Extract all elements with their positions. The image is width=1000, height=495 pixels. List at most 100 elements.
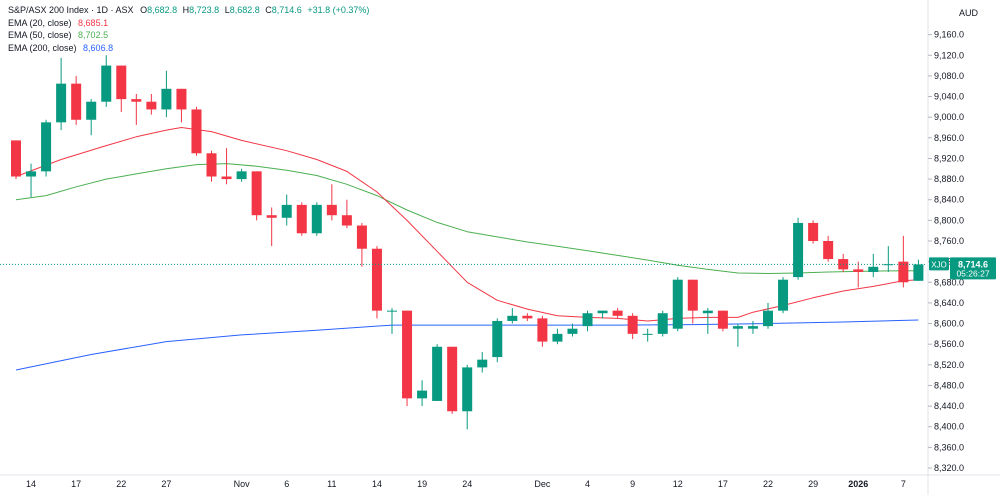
candle-down [838,253,849,272]
candle-down [131,93,142,125]
candle-body [747,326,758,329]
price-tick-label: 8,600.0 [934,319,964,329]
candle-body [41,122,52,172]
countdown-value: 05:26:27 [956,268,989,278]
candle-body [702,310,713,314]
price-tick-label: 9,120.0 [934,50,964,60]
candle-body [341,215,352,226]
candle-up [552,328,563,345]
candle-down [537,315,548,347]
date-tick-label: 12 [673,479,683,489]
currency-label[interactable]: AUD [958,8,978,18]
candle-body [356,225,367,249]
candle-down [116,65,127,113]
candle-down [402,310,413,407]
date-tick-label: 22 [116,479,126,489]
candle-body [71,83,82,120]
candle-body [717,310,728,329]
date-tick-label: Dec [534,479,551,489]
candle-body [537,318,548,342]
price-tick-label: 8,800.0 [934,215,964,225]
candle-body [432,346,443,401]
last-price-tag: XJO 8,714.605:26:27 [0,257,996,280]
candle-down [266,207,277,247]
price-tag-bg [950,257,996,280]
candle-body [191,109,202,154]
candle-down [11,140,21,180]
candle-body [11,140,21,177]
date-tick-label: 9 [630,479,635,489]
candle-down [823,235,834,262]
candle-up [732,323,743,347]
candle-body [627,315,638,334]
candle-up [657,310,668,337]
price-tick-label: 9,000.0 [934,112,964,122]
candle-body [913,264,924,281]
candle-down [221,148,232,185]
high-key: H [182,5,190,15]
candle-down [808,220,819,244]
candle-up [883,246,894,272]
indicator-ema200[interactable]: EMA (200, close) 8,606.8 [8,42,372,55]
candle-body [161,88,172,110]
candle-body [326,204,337,216]
indicator-ema50[interactable]: EMA (50, close) 8,702.5 [8,29,372,42]
price-axis: 9,160.0 9,120.0 9,080.0 9,040.0 9,000.0 8,960… [928,30,964,473]
candle-body [732,326,743,329]
price-tick-label: 8,320.0 [934,463,964,473]
price-tick-label: 8,680.0 [934,277,964,287]
candle-up [913,259,924,281]
candle-body [763,310,773,327]
date-tick-label: 4 [585,479,590,489]
candle-down [627,313,638,340]
candle-body [251,171,262,216]
candle-body [687,279,698,311]
indicator-label: EMA (20, close) [8,17,72,28]
candle-up [477,351,488,373]
candle-up [432,344,443,401]
candle-body [402,310,413,399]
candle-down [71,75,82,125]
candle-body [552,333,563,342]
indicator-ema20[interactable]: EMA (20, close) 8,685.1 [8,17,372,30]
candle-body [853,269,864,272]
candle-body [221,176,232,180]
date-tick-label: Nov [234,479,251,489]
candle-down [326,184,337,221]
symbol-title[interactable]: S&P/ASX 200 Index · 1D · ASX [8,5,134,15]
date-tick-label: 22 [763,479,773,489]
low-key: L [224,5,230,15]
candle-body [131,99,142,102]
candle-down [251,171,262,221]
candle-down [687,279,698,324]
price-tick-label: 8,840.0 [934,195,964,205]
candle-body [417,390,428,399]
candle-body [176,88,187,110]
ohlc-values: O8,682.8 H8,723.8 L8,682.8 C8,714.6 +31.… [140,5,372,15]
close-value: 8,714.6 [271,5,302,15]
ema200-line [15,319,919,371]
candle-up [41,119,52,177]
date-tick-label: 24 [462,479,472,489]
candle-down [191,106,202,156]
price-tick-label: 8,720.0 [934,257,964,267]
candle-up [642,328,653,342]
candle-body [146,101,157,110]
date-tick-label: 6 [284,479,289,489]
candle-up [672,277,683,332]
indicator-label: EMA (50, close) [8,30,72,40]
date-tick-label: 11 [327,479,336,489]
candle-body [116,65,127,100]
candle-body [86,101,97,120]
candle-body [56,83,67,123]
price-tick-label: 8,400.0 [934,422,964,432]
price-tag-value: 8,714.6 [958,259,988,269]
candle-body [567,328,578,334]
candle-body [477,359,488,368]
candle-body [672,279,683,329]
change-value: +31.8 (+0.37%) [307,5,370,15]
candle-up [281,194,292,226]
candle-body [642,333,653,335]
